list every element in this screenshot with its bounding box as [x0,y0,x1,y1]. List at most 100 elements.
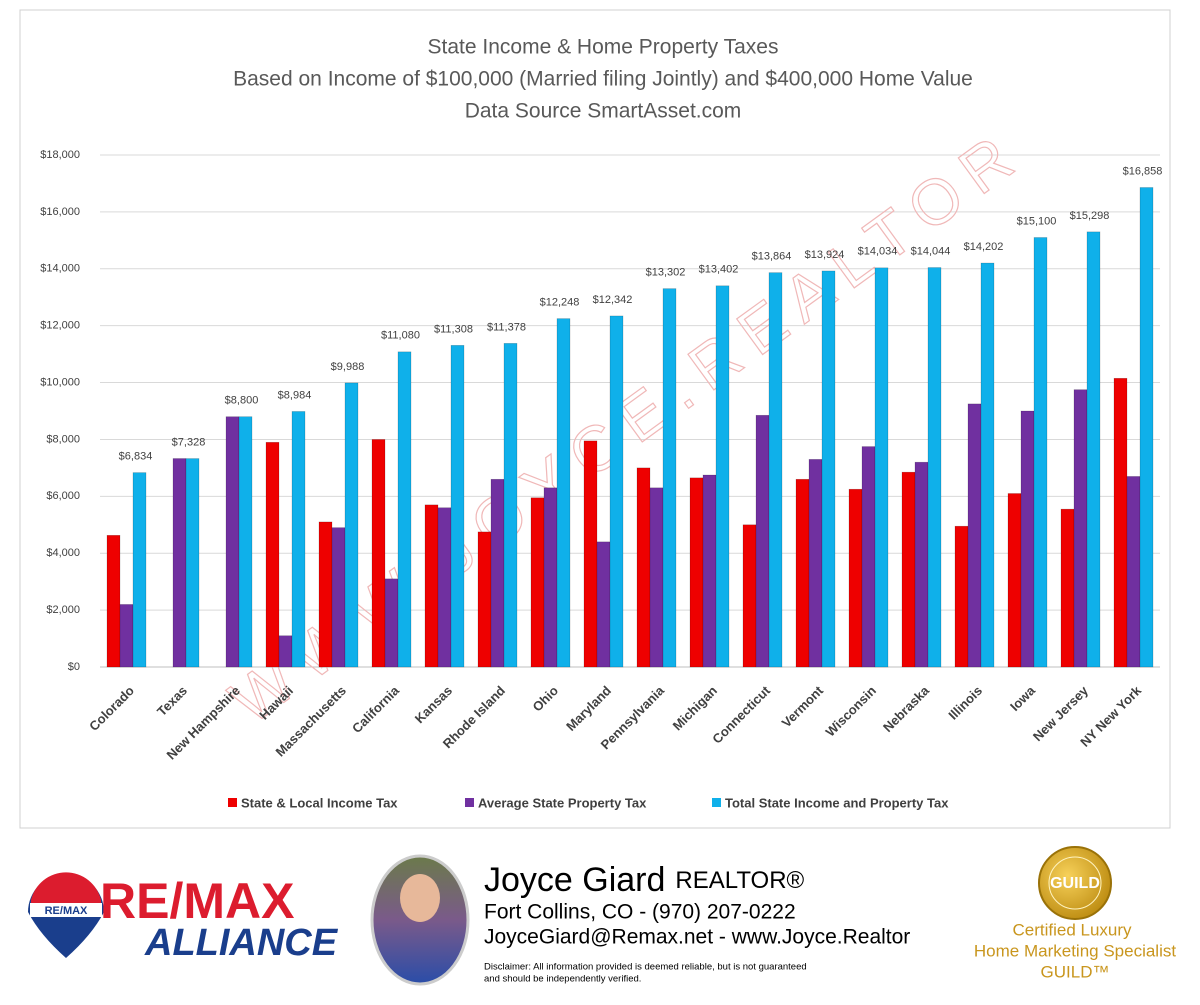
value-label: $15,298 [1070,210,1110,222]
guild-seal [1038,846,1112,920]
bar [1033,237,1048,668]
value-label: $16,858 [1123,165,1163,177]
bar [384,578,399,668]
disclaimer: and should be independently verified. [484,974,641,985]
bar [901,471,916,668]
remax-brand: RE/MAX [100,873,294,929]
legend-label: State & Local Income Tax [241,795,398,810]
legend-label: Total State Income and Property Tax [725,795,949,810]
bar [185,458,200,668]
bar [291,411,306,668]
balloon-text: RE/MAX [45,905,88,917]
chart-title: Based on Income of $100,000 (Married fil… [233,68,973,91]
bar [874,267,889,668]
remax-logo: RE/MAX RE/MAX ALLIANCE [28,872,339,964]
guild-seal-text: GUILD [1050,875,1100,892]
bar [636,467,651,668]
value-label: $7,328 [172,436,206,448]
bar [583,440,598,668]
bar [954,525,969,668]
y-tick-label: $16,000 [40,206,80,218]
agent-title: REALTOR® [675,867,804,894]
agent-name: Joyce Giard REALTOR® [484,861,805,899]
chart-title: State Income & Home Property Taxes [428,36,779,59]
legend-label: Average State Property Tax [478,795,647,810]
bar [119,604,134,668]
y-tick-label: $0 [68,661,80,673]
value-label: $13,302 [646,267,686,279]
bar [1086,231,1101,668]
bar [609,315,624,668]
bar [318,521,333,668]
y-tick-label: $14,000 [40,263,80,275]
value-label: $8,984 [278,389,312,401]
value-label: $12,342 [593,294,633,306]
photo-face [400,874,440,922]
bar [238,416,253,668]
value-label: $11,378 [487,321,526,333]
y-tick-label: $2,000 [46,604,80,616]
balloon-stripe [31,872,101,912]
value-label: $13,864 [752,251,792,263]
y-tick-label: $10,000 [40,376,80,388]
bar [490,478,505,668]
agent-photo [370,854,470,986]
guild-seal-ring [1048,856,1102,910]
bar [106,535,121,668]
bar [649,487,664,668]
bar [225,416,240,668]
remax-office: ALLIANCE [144,922,339,964]
bar [530,497,545,668]
bar [808,459,823,668]
balloon-band [30,903,102,917]
bar [662,288,677,668]
value-label: $14,202 [964,241,1004,253]
bar [914,461,929,668]
y-tick-label: $18,000 [40,149,80,161]
bar [1113,377,1128,668]
value-label: $12,248 [540,297,580,309]
legend-swatch [712,798,721,807]
bar [437,507,452,668]
bar [795,478,810,668]
bar [1007,493,1022,668]
bar [861,446,876,668]
bar [1126,476,1141,668]
value-label: $11,308 [434,323,473,335]
guild-badge: GUILD Certified Luxury Home Marketing Sp… [974,846,1176,981]
legend-swatch [465,798,474,807]
bar [848,488,863,668]
value-label: $14,044 [911,245,951,257]
bar [821,270,836,668]
bar [742,524,757,668]
value-label: $13,924 [805,249,845,261]
bar [503,343,518,668]
bar [967,403,982,668]
bar [371,439,386,668]
y-tick-label: $4,000 [46,547,80,559]
disclaimer: Disclaimer: All information provided is … [484,962,807,973]
bar [278,635,293,668]
bar [344,382,359,668]
value-label: $13,402 [699,264,739,276]
name: Joyce Giard [484,861,665,899]
y-tick-label: $8,000 [46,433,80,445]
bar [768,272,783,668]
value-label: $8,800 [225,395,259,407]
bar [1020,410,1035,668]
guild-line: Certified Luxury [1012,920,1132,939]
agent-info: Joyce Giard REALTOR® Fort Collins, CO - (… [484,861,910,985]
value-label: $14,034 [858,246,898,258]
bar [1139,187,1154,668]
bar [265,441,280,668]
bar [132,472,147,668]
bar [689,477,704,668]
bar [397,351,412,668]
legend-swatch [228,798,237,807]
bar [172,458,187,668]
bar [556,318,571,668]
bar [1073,389,1088,668]
bar [596,541,611,668]
